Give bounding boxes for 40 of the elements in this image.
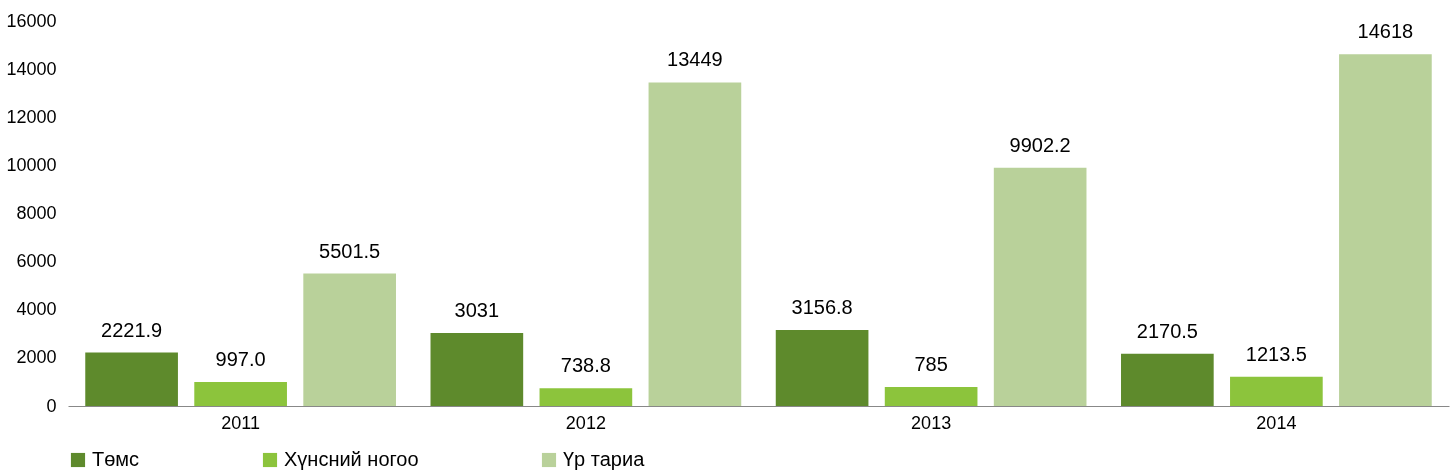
y-tick-label: 0 [46,395,57,416]
bar [430,333,524,406]
legend-label: Хүнсний ногоо [284,448,419,470]
x-tick-label: 2013 [911,412,952,433]
data-label: 785 [914,353,948,376]
data-label: 3156.8 [791,296,853,319]
bar [539,388,633,406]
data-label: 1213.5 [1245,342,1307,365]
data-label: 9902.2 [1009,133,1071,156]
x-tick-label: 2012 [565,412,606,433]
legend-label: Төмс [92,448,140,470]
bar [648,82,742,406]
bar [1339,54,1432,406]
bar [775,330,869,406]
bar [85,352,178,406]
data-label: 13449 [667,48,723,71]
legend-label: Үр тариа [563,448,646,470]
data-label: 3031 [454,299,500,322]
bar [303,273,396,406]
y-tick-label: 14000 [6,58,57,79]
y-tick-label: 4000 [16,299,57,320]
data-label: 14618 [1357,20,1414,43]
data-label: 2221.9 [101,318,163,341]
bar [993,167,1087,406]
bar [194,382,287,406]
data-label: 2170.5 [1136,319,1198,342]
y-tick-label: 10000 [6,154,57,175]
bar [1121,353,1214,406]
y-tick-label: 16000 [6,10,57,31]
x-tick-label: 2011 [221,412,260,433]
y-tick-label: 2000 [16,347,57,368]
y-tick-label: 6000 [16,251,57,272]
y-tick-label: 12000 [6,106,57,127]
y-tick-label: 8000 [16,203,57,223]
x-tick-label: 2014 [1256,412,1297,433]
data-label: 997.0 [215,348,266,371]
bar [1230,376,1323,406]
bar [884,387,978,406]
data-label: 5501.5 [319,239,381,262]
data-label: 738.8 [560,354,611,377]
